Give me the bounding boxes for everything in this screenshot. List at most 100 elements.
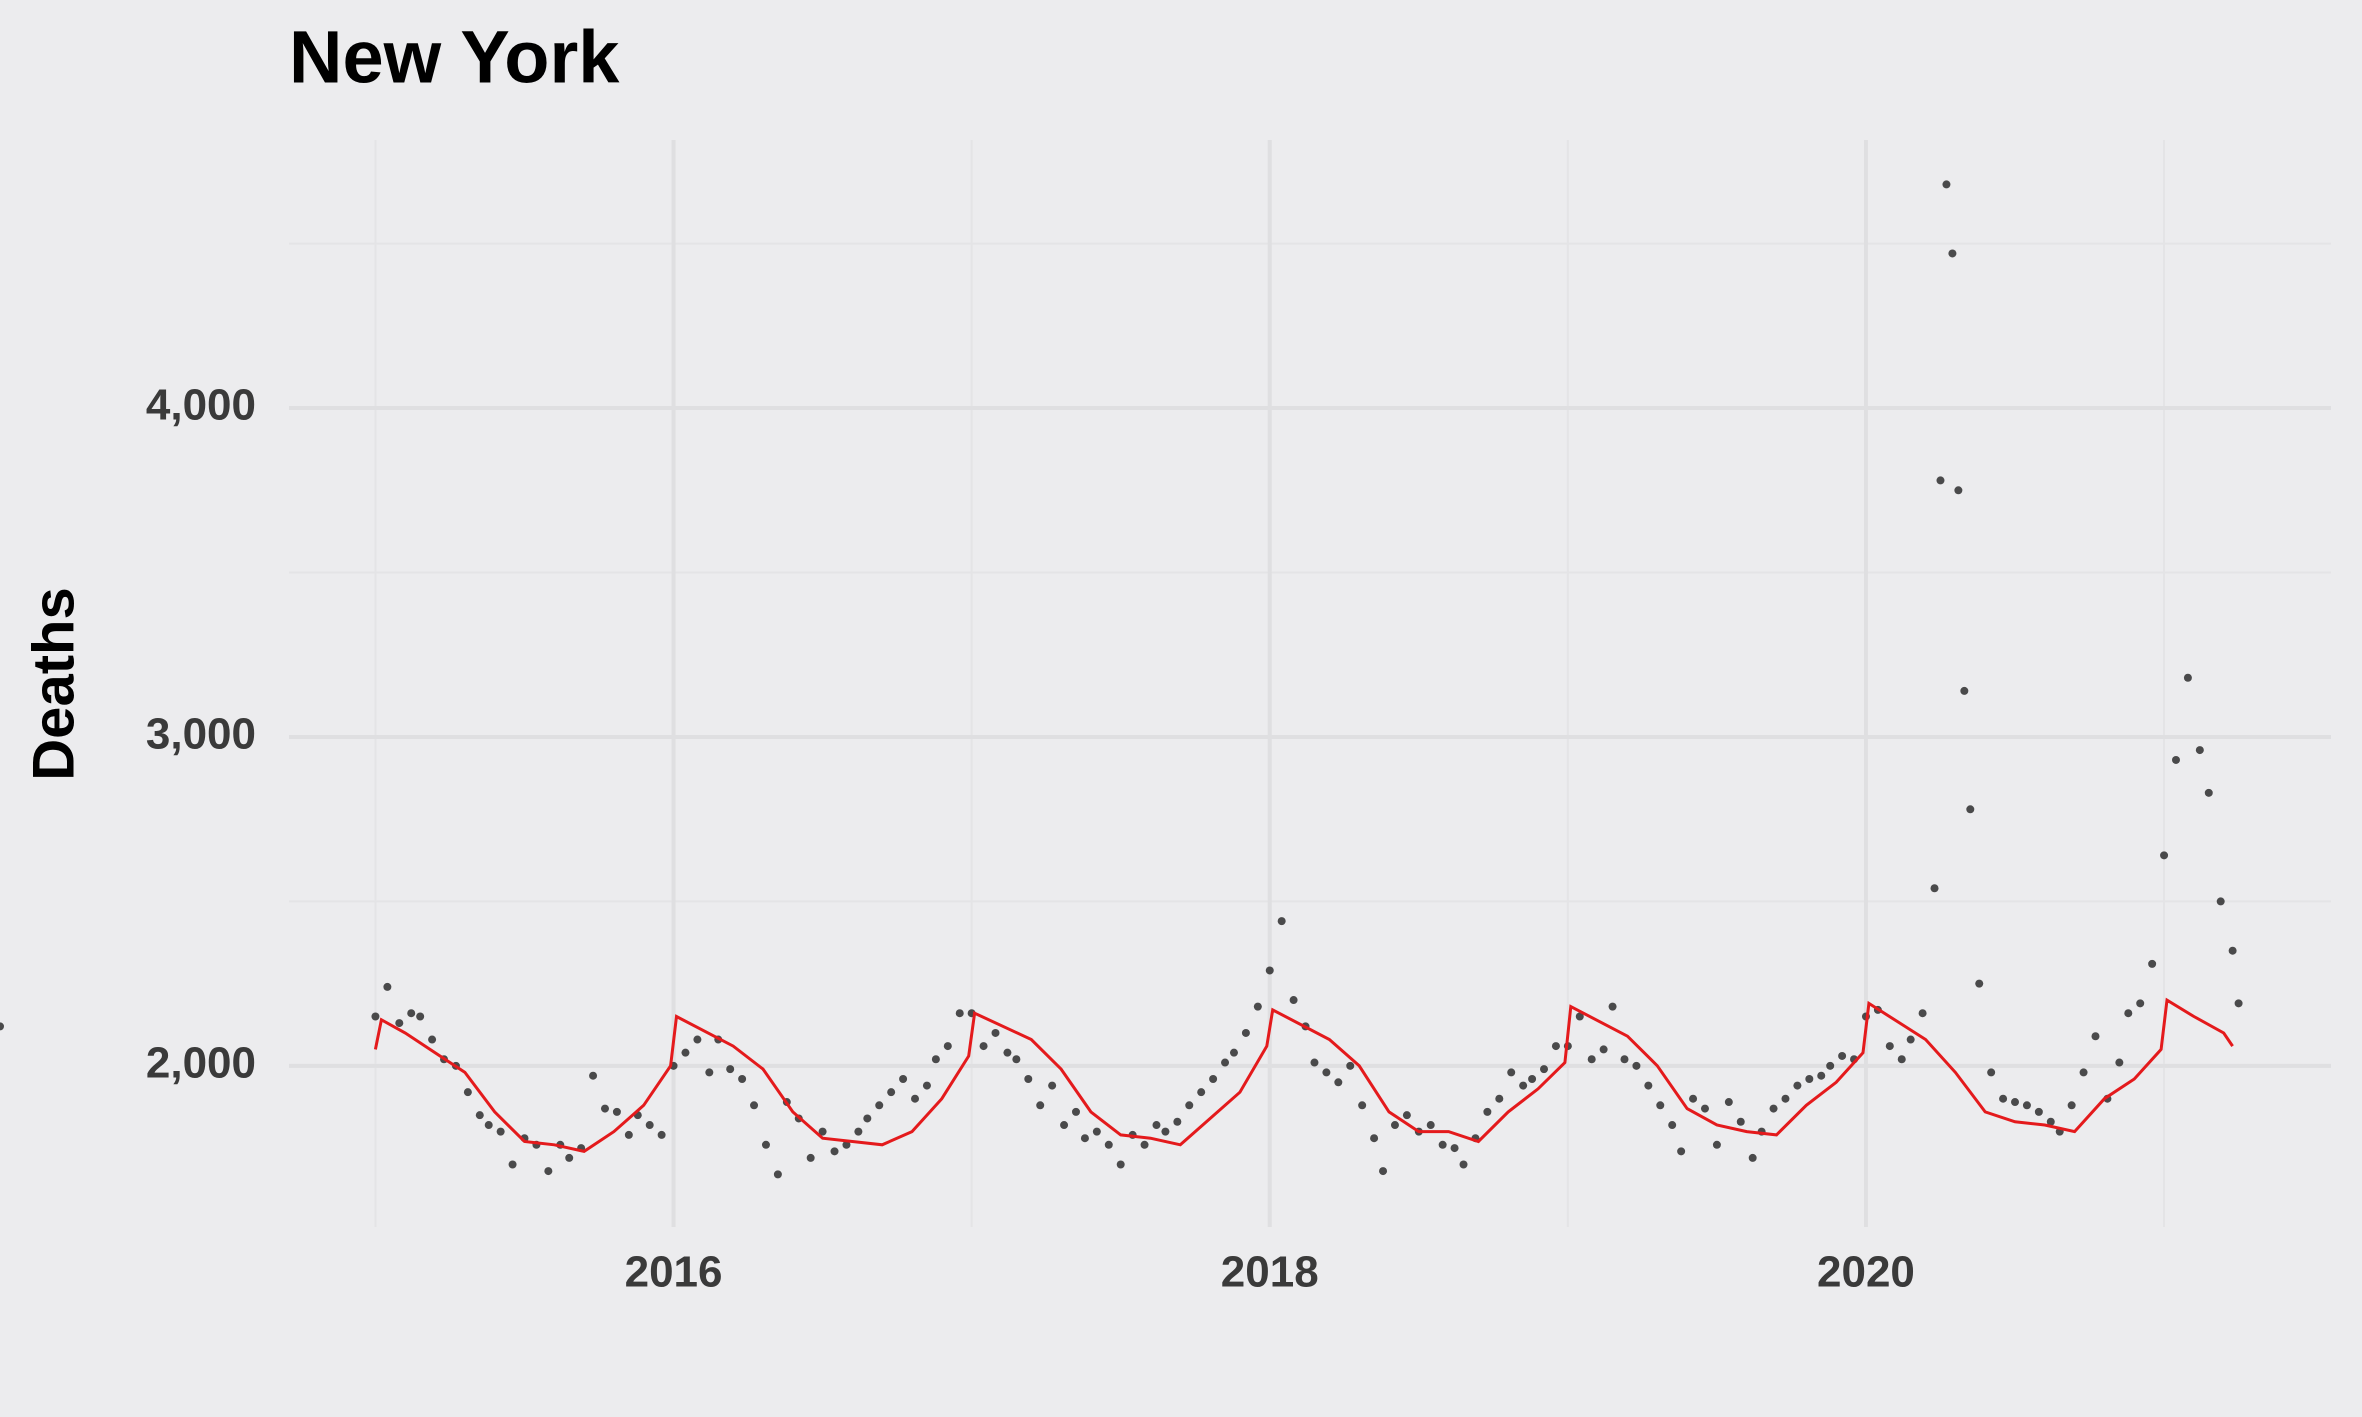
data-point [1459,1160,1468,1169]
data-point [1495,1094,1504,1103]
data-point [2234,999,2243,1008]
y-tick-label: 2,000 [146,1038,256,1087]
data-point [2204,788,2213,797]
data-point [1826,1061,1835,1070]
data-point [463,1088,472,1097]
data-point [738,1074,747,1083]
data-point [2067,1101,2076,1110]
data-point [1817,1071,1826,1080]
data-point [1918,1009,1927,1018]
data-point [407,1009,416,1018]
data-point [2183,673,2192,682]
data-point [1906,1035,1915,1044]
data-point [371,1012,380,1021]
data-point [2011,1098,2020,1107]
data-point [1048,1081,1057,1090]
data-point [1346,1061,1355,1070]
data-point [1450,1144,1459,1153]
data-point [854,1127,863,1136]
data-point [645,1121,654,1130]
x-tick-label: 2018 [1221,1248,1319,1297]
data-point [1608,1002,1617,1011]
data-point [1677,1147,1686,1156]
data-point [2171,755,2180,764]
data-point [1948,249,1957,258]
data-point [2195,746,2204,755]
y-tick-label: 4,000 [146,381,256,430]
data-point [1942,180,1951,189]
data-point [1229,1048,1238,1057]
data-point [1975,979,1984,988]
data-point [1426,1121,1435,1130]
data-point [1838,1051,1847,1060]
data-point [1689,1094,1698,1103]
data-point [1960,686,1969,695]
data-point [1540,1065,1549,1074]
data-point [1379,1167,1388,1176]
chart-title: New York [289,16,620,99]
data-point [2079,1068,2088,1077]
data-point [1060,1121,1069,1130]
data-point [1092,1127,1101,1136]
data-point [2124,1009,2133,1018]
data-point [830,1147,839,1156]
data-point [1644,1081,1653,1090]
data-point [475,1111,484,1120]
data-point [612,1107,621,1116]
data-point [1185,1101,1194,1110]
data-point [1587,1055,1596,1064]
y-tick-label: 3,000 [146,710,256,759]
data-point [1483,1107,1492,1116]
data-point [600,1104,609,1113]
data-point [875,1101,884,1110]
data-point [1793,1081,1802,1090]
data-point [1668,1121,1677,1130]
data-point [681,1048,690,1057]
data-point [383,982,392,991]
data-point [508,1160,517,1169]
data-point [1024,1074,1033,1083]
data-point [2091,1032,2100,1041]
data-point [1197,1088,1206,1097]
data-point [887,1088,896,1097]
data-point [565,1153,574,1162]
data-point [1528,1074,1537,1083]
data-point [1277,917,1286,926]
data-point [991,1028,1000,1037]
data-point [1954,486,1963,495]
data-point [1519,1081,1528,1090]
data-point [750,1101,759,1110]
data-point [1736,1117,1745,1126]
data-point [943,1042,952,1051]
data-point [1551,1042,1560,1051]
data-point [818,1127,827,1136]
data-point [1253,1002,1262,1011]
data-point [1656,1101,1665,1110]
data-point [1390,1121,1399,1130]
data-point [1769,1104,1778,1113]
data-point [2022,1101,2031,1110]
data-point [1104,1140,1113,1149]
data-point [2115,1058,2124,1067]
data-point [1334,1078,1343,1087]
data-point [1930,884,1939,893]
data-point [806,1153,815,1162]
data-point [1632,1061,1641,1070]
data-point [1209,1074,1218,1083]
data-point [1161,1127,1170,1136]
data-point [1221,1058,1230,1067]
data-point [2160,851,2169,860]
x-tick-label: 2016 [625,1248,723,1297]
data-point [496,1127,505,1136]
data-point [428,1035,437,1044]
data-point [1322,1068,1331,1077]
data-point [1003,1048,1012,1057]
data-point [2136,999,2145,1008]
data-point [1265,966,1274,975]
data-point [1370,1134,1379,1143]
data-point [1289,996,1298,1005]
data-point [1012,1055,1021,1064]
data-point [863,1114,872,1123]
data-point [2216,897,2225,906]
